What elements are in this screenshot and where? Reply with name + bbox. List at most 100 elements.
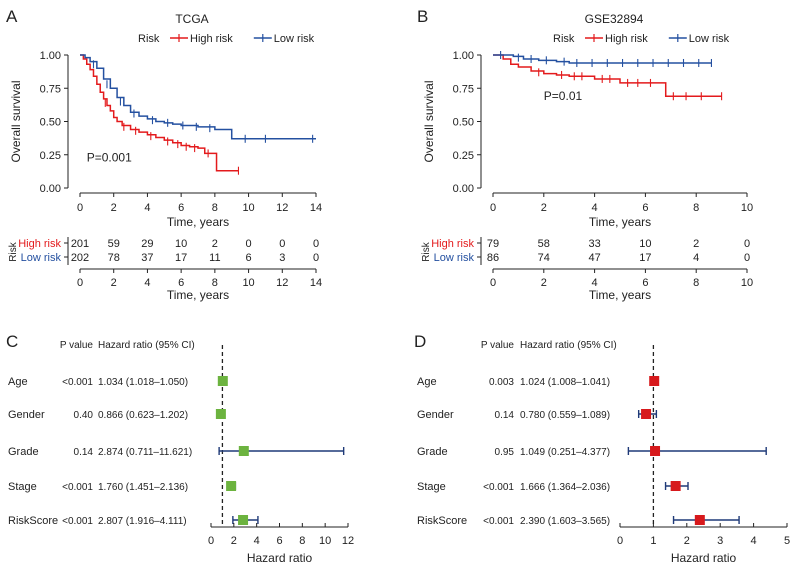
x-tick-label: 4 <box>254 535 260 547</box>
panel-label-C: C <box>6 332 18 351</box>
risk-table-count: 47 <box>588 252 600 264</box>
row-label-age: Age <box>8 376 28 388</box>
y-tick-label: 0.00 <box>40 183 61 195</box>
x-tick-label: 2 <box>231 535 237 547</box>
row-label-riskscore: RiskScore <box>417 515 467 527</box>
row-label-stage: Stage <box>417 481 446 493</box>
hazard-ratio-marker <box>238 515 249 525</box>
hazard-ratio-marker <box>215 409 226 419</box>
x-tick-label: 10 <box>319 535 331 547</box>
risk-table-x-tick-label: 2 <box>541 277 547 289</box>
risk-table-count: 2 <box>693 238 699 250</box>
x-tick-label: 12 <box>276 202 288 214</box>
x-tick-label: 14 <box>310 202 322 214</box>
risk-table-count: 86 <box>487 252 499 264</box>
row-label-riskscore: RiskScore <box>8 515 58 527</box>
risk-table-x-tick-label: 6 <box>642 277 648 289</box>
row-hazard-ratio-text: 1.666 (1.364–2.036) <box>520 482 610 493</box>
chart-title: TCGA <box>175 12 208 26</box>
x-tick-label: 3 <box>717 535 723 547</box>
y-axis-label: Overall survival <box>9 80 23 162</box>
risk-table-count: 3 <box>279 252 285 264</box>
x-axis-label: Hazard ratio <box>247 551 313 565</box>
row-pvalue: <0.001 <box>483 482 514 493</box>
x-tick-label: 1 <box>650 535 656 547</box>
risk-table-count: 0 <box>313 238 319 250</box>
risk-table-count: 2 <box>212 238 218 250</box>
risk-table-count: 6 <box>246 252 252 264</box>
hazard-ratio-marker <box>649 376 660 386</box>
row-pvalue: <0.001 <box>62 482 93 493</box>
survival-curve-high-risk <box>493 54 722 97</box>
risk-table-count: 10 <box>639 238 651 250</box>
x-tick-label: 8 <box>299 535 305 547</box>
hazard-ratio-marker <box>238 446 249 456</box>
y-tick-label: 0.25 <box>40 150 61 162</box>
row-hazard-ratio-text: 1.024 (1.008–1.041) <box>520 377 610 388</box>
risk-table-count: 17 <box>175 252 187 264</box>
column-header-pvalue: P value <box>481 340 515 351</box>
y-tick-label: 0.50 <box>40 117 61 129</box>
hazard-ratio-marker <box>217 376 228 386</box>
x-tick-label: 2 <box>111 202 117 214</box>
risk-table-x-tick-label: 14 <box>310 277 322 289</box>
x-axis-label: Time, years <box>589 215 651 229</box>
risk-table-x-tick-label: 12 <box>276 277 288 289</box>
x-tick-label: 6 <box>178 202 184 214</box>
y-tick-label: 0.75 <box>453 83 474 95</box>
row-label-gender: Gender <box>417 409 454 421</box>
row-pvalue: <0.001 <box>62 377 93 388</box>
risk-table-count: 0 <box>744 238 750 250</box>
chart-title: GSE32894 <box>585 12 644 26</box>
row-label-grade: Grade <box>8 446 39 458</box>
risk-table-count: 201 <box>71 238 89 250</box>
row-hazard-ratio-text: 1.760 (1.451–2.136) <box>98 482 188 493</box>
hazard-ratio-marker <box>650 446 661 456</box>
row-hazard-ratio-text: 2.807 (1.916–4.111) <box>98 516 187 527</box>
risk-table-count: 58 <box>538 238 550 250</box>
row-label-stage: Stage <box>8 481 37 493</box>
risk-table-row-name-low: Low risk <box>21 252 62 264</box>
risk-table-x-tick-label: 10 <box>242 277 254 289</box>
risk-table-x-tick-label: 0 <box>77 277 83 289</box>
risk-table-x-tick-label: 10 <box>741 277 753 289</box>
risk-table-count: 29 <box>141 238 153 250</box>
row-pvalue: <0.001 <box>483 516 514 527</box>
legend-label-high: High risk <box>605 33 648 45</box>
survival-curve-low-risk <box>80 54 316 140</box>
x-tick-label: 0 <box>490 202 496 214</box>
risk-table-count: 11 <box>209 252 220 264</box>
risk-table-row-name-high: High risk <box>431 238 474 250</box>
row-pvalue: 0.40 <box>74 410 94 421</box>
x-tick-label: 12 <box>342 535 354 547</box>
x-tick-label: 10 <box>741 202 753 214</box>
row-hazard-ratio-text: 2.390 (1.603–3.565) <box>520 516 610 527</box>
row-hazard-ratio-text: 0.780 (0.559–1.089) <box>520 410 610 421</box>
x-tick-label: 5 <box>784 535 790 547</box>
risk-table-count: 0 <box>279 238 285 250</box>
p-value-annotation: P=0.001 <box>87 150 132 164</box>
row-pvalue: 0.14 <box>495 410 515 421</box>
row-label-grade: Grade <box>417 446 448 458</box>
risk-table-x-tick-label: 6 <box>178 277 184 289</box>
panel-label-A: A <box>6 7 18 26</box>
panel-label-B: B <box>417 7 428 26</box>
risk-table-count: 0 <box>744 252 750 264</box>
row-label-age: Age <box>417 376 437 388</box>
x-tick-label: 2 <box>684 535 690 547</box>
survival-curve-high-risk <box>80 54 239 172</box>
legend-label-high: High risk <box>190 33 233 45</box>
risk-table-count: 10 <box>175 238 187 250</box>
hazard-ratio-marker <box>641 409 652 419</box>
y-tick-label: 0.25 <box>453 150 474 162</box>
y-tick-label: 1.00 <box>40 50 61 62</box>
risk-table-label: Risk <box>8 241 19 261</box>
risk-table-count: 4 <box>693 252 699 264</box>
x-tick-label: 6 <box>276 535 282 547</box>
row-hazard-ratio-text: 2.874 (0.711–11.621) <box>98 447 192 458</box>
row-pvalue: 0.14 <box>74 447 94 458</box>
x-tick-label: 4 <box>751 535 757 547</box>
legend-title: Risk <box>553 33 575 45</box>
legend-label-low: Low risk <box>689 33 730 45</box>
